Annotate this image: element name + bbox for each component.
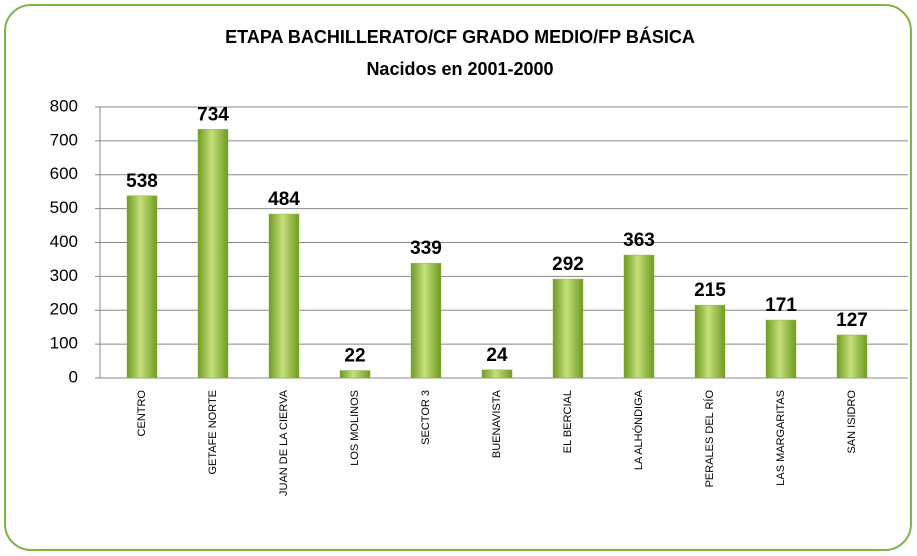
bar xyxy=(694,304,726,379)
y-tick-label: 500 xyxy=(50,198,78,217)
bar xyxy=(552,278,584,379)
bar xyxy=(126,195,158,379)
value-label: 22 xyxy=(344,346,365,367)
bar xyxy=(765,319,797,379)
value-label: 292 xyxy=(552,254,584,275)
x-tick-label: CENTRO xyxy=(136,390,148,437)
y-tick-label: 800 xyxy=(50,96,78,115)
value-label: 538 xyxy=(126,171,158,192)
y-tick-label: 200 xyxy=(50,300,78,319)
x-tick-label: SECTOR 3 xyxy=(420,390,432,445)
x-tick-label: BUENAVISTA xyxy=(491,389,503,458)
y-tick-label: 0 xyxy=(69,367,78,386)
chart-subtitle: Nacidos en 2001-2000 xyxy=(366,59,553,79)
value-label: 734 xyxy=(197,104,229,125)
value-label: 484 xyxy=(268,189,300,210)
value-label: 363 xyxy=(623,230,655,251)
bar xyxy=(623,254,655,379)
y-tick-label: 100 xyxy=(50,334,78,353)
value-label: 171 xyxy=(765,295,797,316)
bar xyxy=(339,370,371,379)
bar xyxy=(836,334,868,379)
chart-title: ETAPA BACHILLERATO/CF GRADO MEDIO/FP BÁS… xyxy=(225,26,695,47)
x-tick-label: LA ALHÓNDIGA xyxy=(632,389,645,470)
bar xyxy=(410,262,442,379)
y-tick-label: 700 xyxy=(50,130,78,149)
x-tick-label: PERALES DEL RÍO xyxy=(703,390,716,488)
value-label: 339 xyxy=(410,238,442,259)
x-tick-label: EL BERCIAL xyxy=(562,390,574,453)
x-tick-label: SAN ISIDRO xyxy=(846,390,858,454)
x-tick-label: GETAFE NORTE xyxy=(207,390,219,475)
value-label: 127 xyxy=(836,310,868,331)
x-tick-label: LOS MOLINOS xyxy=(349,390,361,466)
y-tick-label: 400 xyxy=(50,232,78,251)
bar xyxy=(481,369,513,379)
x-tick-label: JUAN DE LA CIERVA xyxy=(278,389,290,496)
bar xyxy=(197,129,229,379)
bar xyxy=(268,213,300,379)
y-tick-label: 300 xyxy=(50,266,78,285)
x-tick-label: LAS MARGARITAS xyxy=(775,390,787,486)
y-tick-label: 600 xyxy=(50,164,78,183)
value-label: 24 xyxy=(486,345,508,366)
value-label: 215 xyxy=(694,280,726,301)
